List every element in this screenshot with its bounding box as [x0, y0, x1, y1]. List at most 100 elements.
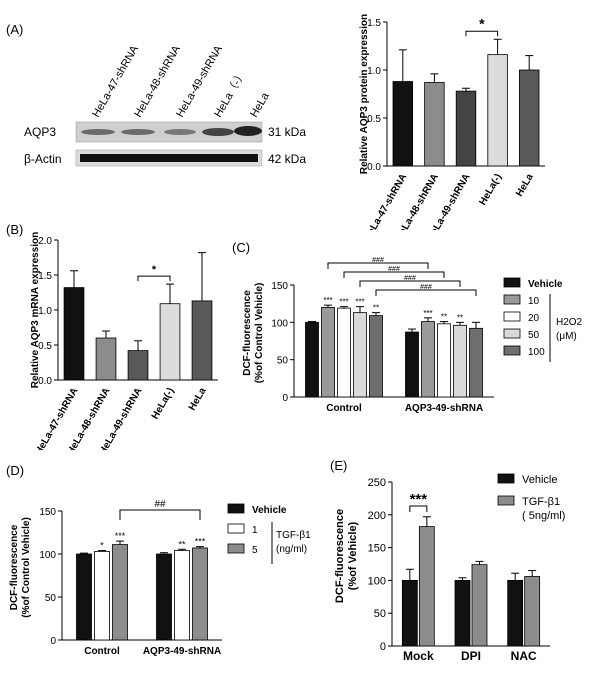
y-tick-label: 150 [39, 507, 56, 518]
bar [112, 544, 128, 641]
significance-star: ### [388, 266, 400, 273]
bar [454, 580, 471, 647]
significance-star: ** [457, 313, 463, 322]
significance-bracket [375, 289, 477, 296]
bar [507, 580, 524, 647]
legend-swatch [503, 294, 521, 305]
significance-star: ## [154, 499, 166, 510]
y-tick-label: 100 [368, 575, 386, 587]
significance-star: ** [373, 304, 379, 313]
x-tick-label: HeLa [187, 386, 209, 413]
panel-label-d: (D) [6, 463, 25, 478]
y-axis-label: DCF-fluorescence(%of Vehicle) [334, 509, 359, 603]
significance-star: *** [323, 296, 332, 305]
legend-label: Vehicle [528, 279, 563, 290]
bar [321, 307, 335, 398]
chart-e-tgf-inhibitors: 0 50 100 150 200 250 DCF-fluorescence(%of Vehi… [334, 473, 565, 663]
bar [191, 300, 213, 381]
bar [421, 321, 435, 398]
legend-label: 10 [528, 296, 540, 307]
y-tick-label: 1.0 [38, 306, 52, 317]
panel-label-a: (A) [6, 22, 24, 37]
bar [94, 551, 110, 641]
y-tick-label: 50 [374, 608, 386, 620]
blot-size-label: 31 kDa [268, 125, 307, 139]
legend-group-label: TGF-β1 [276, 530, 311, 541]
bar [63, 287, 85, 381]
significance-star: ### [420, 284, 432, 291]
legend-label: 100 [528, 347, 545, 358]
bar [453, 324, 467, 398]
x-tick-label: Control [326, 403, 362, 414]
x-tick-label: HeLa(-) [477, 172, 504, 207]
bar [192, 547, 208, 641]
significance-star: *** [339, 298, 348, 307]
significance-star: *** [195, 537, 206, 547]
bar [337, 307, 351, 398]
blot-lane-label: HeLa [248, 90, 272, 120]
significance-bracket [409, 505, 428, 512]
blot-band [81, 129, 115, 135]
blot-lane-label: HeLa-47-shRNA [90, 43, 141, 119]
x-tick-label: DPI [461, 649, 481, 663]
blot-band [80, 154, 258, 162]
significance-bracket [327, 262, 429, 269]
legend-label: TGF-β1 [522, 496, 560, 508]
significance-star: ** [178, 539, 186, 549]
legend-swatch [227, 543, 245, 554]
significance-star: * [100, 541, 104, 551]
bar [487, 54, 508, 167]
blot-band [121, 129, 155, 135]
bar [95, 337, 117, 381]
blot-protein-label: AQP3 [24, 125, 57, 139]
bar [469, 327, 483, 398]
bar [127, 350, 149, 381]
blot-size-label: 42 kDa [268, 152, 307, 166]
western-blot-lane-labels: HeLa-47-shRNA HeLa-48-shRNA HeLa-49-shRN… [75, 43, 272, 167]
western-blot: HeLa-47-shRNA HeLa-48-shRNA HeLa-49-shRN… [0, 0, 330, 190]
legend-label: 50 [528, 330, 540, 341]
significance-bracket [359, 280, 461, 287]
y-tick-label: 200 [368, 510, 386, 522]
significance-star: * [152, 264, 157, 276]
legend-group-label: H2O2 [556, 317, 583, 328]
legend-swatch [503, 328, 521, 339]
panel-label-c: (C) [232, 240, 251, 255]
bar [392, 81, 413, 167]
bar [455, 90, 477, 167]
y-tick-label: 1.5 [38, 271, 52, 282]
legend-group-unit: (ng/ml) [276, 544, 307, 555]
bar [369, 315, 383, 398]
legend-swatch [497, 495, 515, 506]
y-tick-label: 50 [277, 356, 289, 367]
y-tick-label: 0.5 [38, 341, 52, 352]
y-axis-label: DCF-fluorescence(%of Control Vehicle) [242, 283, 265, 384]
blot-band [164, 129, 196, 135]
significance-star: ### [372, 257, 384, 264]
x-tick-label: HeLa [514, 172, 536, 199]
y-tick-label: 0.0 [367, 162, 381, 173]
legend-label: 1 [252, 525, 258, 536]
significance-star: *** [115, 531, 126, 541]
chart-c-h2o2-dcf: 0 50 100 150 DCF-fluorescence(%of Control Ve… [242, 257, 583, 414]
x-tick-label: AQP3-49-shRNA [405, 403, 483, 414]
panel-label-e: (E) [330, 458, 348, 473]
significance-star: *** [410, 491, 428, 508]
y-tick-label: 1.5 [367, 18, 381, 29]
bar [437, 323, 451, 398]
significance-bracket [465, 30, 499, 37]
significance-star: *** [423, 309, 432, 318]
significance-bracket [137, 275, 171, 282]
y-tick-label: 150 [368, 543, 386, 555]
blot-lane-label: HeLa（-） [211, 68, 248, 120]
bar [471, 564, 488, 647]
y-axis-label: Relative AQP3 mRNA expression [30, 232, 41, 389]
y-tick-label: 0.5 [367, 114, 381, 125]
y-tick-label: 0 [50, 636, 56, 647]
y-tick-label: 0 [282, 393, 288, 404]
bar [524, 576, 541, 647]
chart-d-tgf-dcf: 0 50 100 150 DCF-fluorescence(%of Control Ve… [9, 499, 311, 657]
significance-bracket [119, 509, 201, 520]
blot-band [234, 126, 262, 136]
